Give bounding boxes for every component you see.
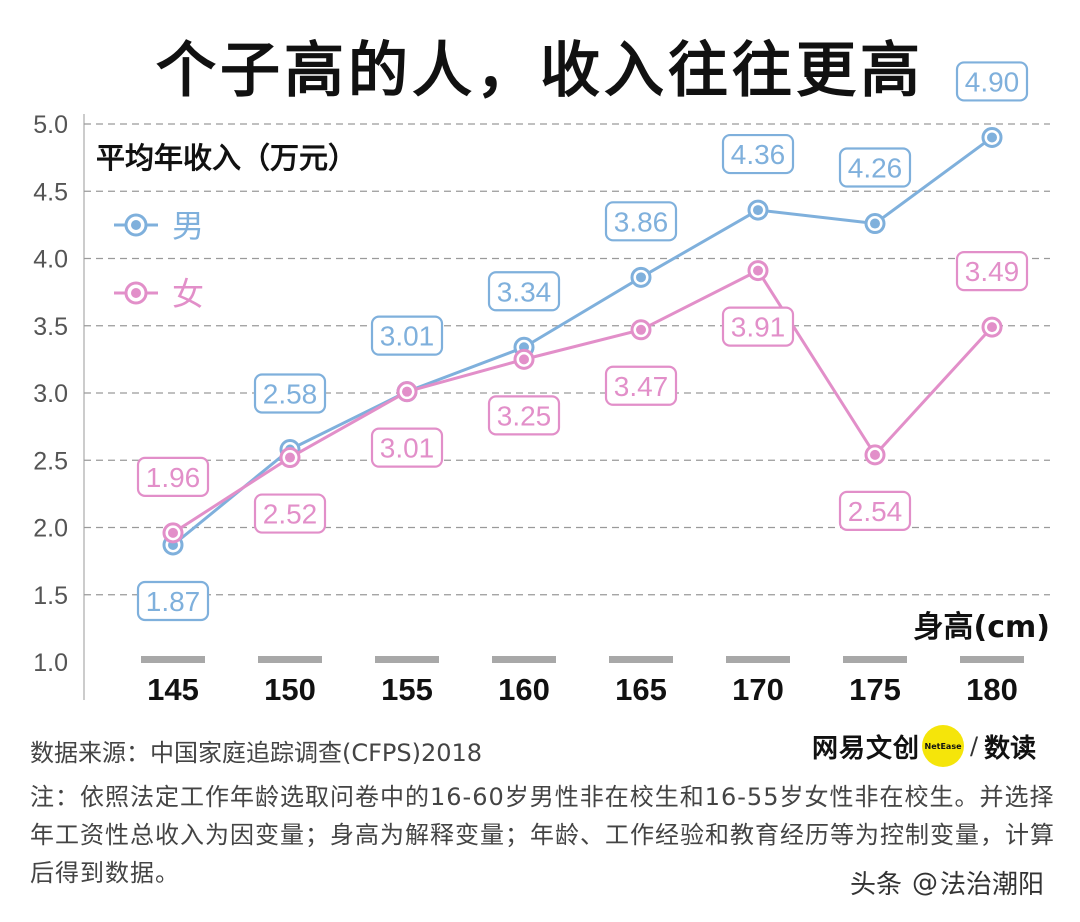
legend-marker-dot [131,288,141,298]
series-line [172,136,993,547]
x-baseline-segment [492,656,556,663]
brand-separator: / [970,732,979,760]
data-label: 2.52 [263,499,318,530]
x-tick-label: 145 [147,672,199,707]
netease-badge-icon: NetEase [922,725,965,767]
data-point-dot [285,452,295,463]
data-label: 3.86 [614,206,669,237]
y-tick-label: 4.0 [33,246,68,274]
data-point-dot [519,354,529,365]
x-baseline-segment [843,656,907,663]
data-point-dot [636,324,646,335]
data-point-dot [753,205,763,216]
x-tick-label: 165 [615,672,667,707]
y-tick-label: 1.5 [33,582,68,610]
data-label-box [604,365,678,406]
x-baseline-segment [375,656,439,663]
legend-label: 男 [172,207,204,245]
y-tick-label: 3.0 [33,380,68,408]
watermark: 头条 @ 法治潮阳 [850,864,1044,901]
data-label-box [487,395,561,436]
data-label-box [136,580,210,622]
data-label: 3.01 [380,433,435,464]
watermark-platform: 头条 [850,870,903,900]
x-tick-label: 175 [849,672,901,707]
y-axis-title: 平均年收入（万元） [96,141,357,175]
data-label-box [136,456,210,497]
brand-column-name: 数读 [984,733,1037,764]
data-label-box [370,427,444,468]
data-point-dot [168,527,178,538]
legend-label: 女 [172,275,204,313]
data-point-dot [870,449,880,460]
chart-title: 个子高的人，收入往往更高 [156,36,924,106]
data-label-box [721,306,795,347]
data-label: 2.58 [263,378,318,409]
y-tick-label: 4.5 [33,178,68,206]
data-label: 3.34 [497,276,552,307]
data-label-box [370,315,444,356]
x-baseline-segment [960,656,1024,663]
y-tick-label: 5.0 [33,111,68,139]
data-label: 4.90 [965,66,1020,97]
data-label: 1.87 [146,586,201,617]
legend-marker-dot [131,220,141,230]
brand-name: 网易文创 [812,733,921,764]
y-tick-label: 2.0 [33,515,68,543]
data-label: 3.91 [731,312,786,343]
data-point-dot [753,265,763,276]
data-label: 3.25 [497,400,552,431]
methodology-note: 注：依照法定工作年龄选取问卷中的16-60岁男性非在校生和16-55岁女性非在校… [30,783,1055,887]
x-tick-label: 155 [381,672,433,707]
x-baseline-segment [726,656,790,663]
x-baseline-segment [609,656,673,663]
data-point-dot [987,132,997,143]
x-baseline-segment [258,656,322,663]
x-tick-label: 170 [732,672,784,707]
data-label-box [721,133,795,175]
y-tick-label: 1.0 [33,649,68,677]
brand-logo: 网易文创 NetEase / 数读 [812,725,1037,767]
x-tick-label: 180 [966,672,1018,707]
data-label-box [838,490,912,531]
x-baseline-segment [141,656,205,663]
data-label-box [253,373,327,414]
data-label: 3.01 [380,321,435,352]
y-tick-label: 2.5 [33,447,68,475]
x-tick-label: 150 [264,672,316,707]
data-label-box [604,201,678,242]
data-label: 1.96 [146,462,201,493]
watermark-at: @ [912,867,939,898]
data-point-dot [636,272,646,283]
data-source-note: 数据来源：中国家庭追踪调查(CFPS)2018 [30,739,483,767]
x-axis-title: 身高(cm) [914,610,1050,645]
data-label-box [838,147,912,188]
data-label: 3.47 [614,371,669,402]
x-tick-label: 160 [498,672,550,707]
data-point-dot [402,386,412,397]
data-label: 4.36 [731,139,786,170]
data-label: 3.49 [965,256,1020,287]
data-label-box [253,493,327,534]
line-chart: 1.0 1.5 2.0 2.5 3.0 3.5 4.0 4.5 5.0 145 150 155 160 1… [33,61,1050,707]
data-label-box [955,250,1029,292]
data-label: 4.26 [848,153,903,184]
y-tick-label: 3.5 [33,313,68,341]
data-label-box [487,271,561,312]
data-label-box [955,61,1029,102]
series-line [172,269,994,535]
data-point-dot [987,322,997,333]
data-label: 2.54 [848,496,903,527]
watermark-account: 法治潮阳 [940,870,1045,900]
data-point-dot [870,218,880,229]
